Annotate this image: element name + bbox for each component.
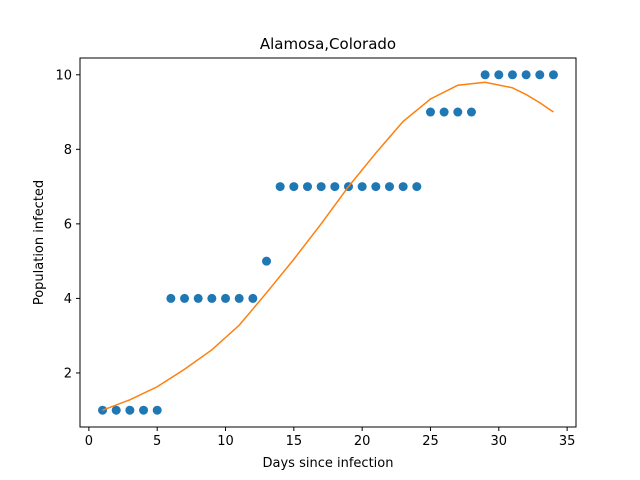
chart-title: Alamosa,Colorado [260, 35, 396, 53]
y-tick-label: 2 [64, 366, 72, 381]
data-point [303, 182, 312, 192]
fit-line [102, 81, 554, 411]
data-point [166, 293, 176, 303]
data-point [248, 293, 258, 303]
data-point [139, 405, 149, 415]
data-point [330, 182, 340, 192]
data-point [371, 182, 381, 192]
plot-area [98, 70, 558, 415]
data-point [535, 70, 545, 80]
data-point [193, 293, 203, 303]
y-tick-label: 6 [64, 217, 72, 232]
data-point [425, 107, 435, 117]
data-point [289, 182, 299, 192]
x-tick-label: 10 [217, 434, 234, 449]
data-point [125, 405, 135, 415]
x-tick-label: 20 [354, 434, 371, 449]
data-point [453, 107, 463, 117]
data-point [316, 182, 326, 192]
data-point [412, 182, 422, 192]
data-point [398, 182, 408, 192]
x-tick-label: 35 [559, 434, 576, 449]
data-point [384, 182, 394, 192]
data-point [275, 182, 285, 192]
plot-frame [79, 57, 577, 428]
data-point [507, 70, 517, 80]
data-point [234, 293, 244, 303]
x-tick-label: 0 [85, 434, 93, 449]
data-point [111, 405, 121, 415]
data-point [439, 107, 449, 117]
x-axis-label: Days since infection [263, 456, 394, 471]
x-tick-label: 30 [491, 434, 508, 449]
data-point [152, 405, 162, 415]
data-point [207, 293, 217, 303]
x-tick-label: 5 [153, 434, 161, 449]
data-point [466, 107, 476, 117]
data-point [180, 293, 190, 303]
data-point [221, 293, 231, 303]
x-tick-label: 15 [286, 434, 303, 449]
axes-ticks: 0 5 10 15 20 25 30 35 2 4 6 8 10 [55, 68, 575, 449]
y-tick-label: 8 [64, 143, 72, 158]
y-tick-label: 4 [64, 292, 72, 307]
data-point [494, 70, 504, 80]
x-tick-label: 25 [422, 434, 439, 449]
data-point [262, 256, 272, 266]
y-axis-label: Population infected [32, 180, 47, 305]
data-point [521, 70, 531, 80]
data-point [357, 182, 367, 192]
data-point [548, 70, 558, 80]
data-point [480, 70, 490, 80]
y-tick-label: 10 [55, 68, 72, 83]
